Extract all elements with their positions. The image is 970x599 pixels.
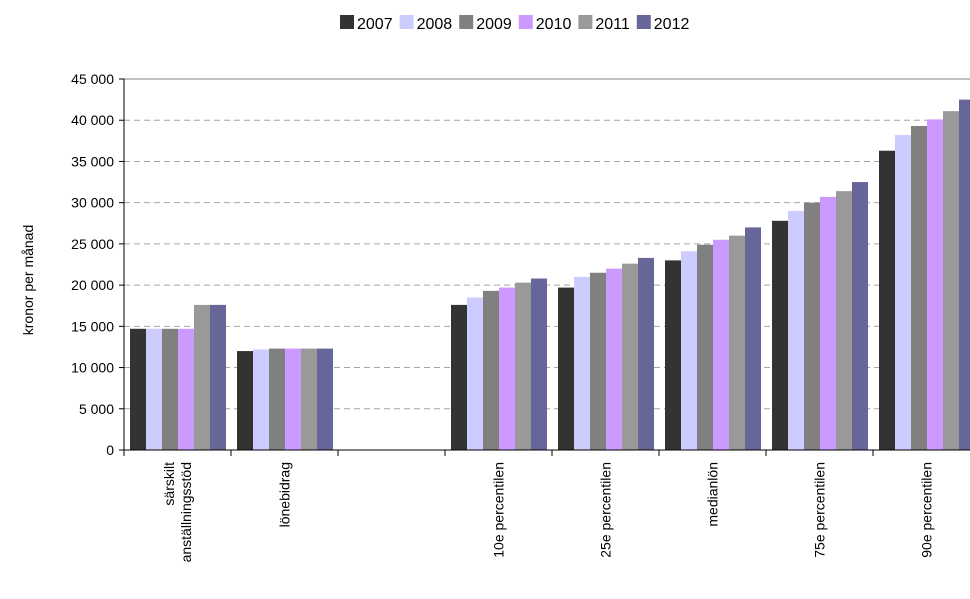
bar-2007	[665, 260, 681, 450]
legend-swatch-2011	[578, 15, 593, 29]
bar-2007	[237, 351, 253, 450]
bar-2009	[162, 328, 178, 450]
bar-2011	[836, 191, 852, 450]
y-tick-label: 20 000	[71, 277, 114, 293]
legend-swatch-2010	[518, 15, 533, 29]
y-tick-label: 5 000	[79, 401, 114, 417]
bar-2007	[451, 304, 467, 450]
y-tick-label: 0	[106, 442, 114, 458]
bar-2012	[638, 257, 654, 450]
legend-label-2009: 2009	[476, 16, 512, 33]
bar-2012	[852, 182, 868, 451]
bar-2010	[927, 119, 943, 451]
bar-2010	[820, 196, 836, 450]
bar-2008	[681, 251, 697, 450]
bar-2008	[467, 297, 483, 450]
y-tick-label: 25 000	[71, 236, 114, 252]
x-tick-label: 90e percentilen	[919, 462, 935, 558]
bar-2008	[788, 210, 804, 450]
bar-2010	[285, 348, 301, 450]
bar-2009	[911, 125, 927, 450]
bar-2007	[130, 328, 146, 450]
bar-2008	[574, 276, 590, 450]
bar-2011	[194, 304, 210, 450]
bars	[130, 99, 970, 451]
bar-2009	[483, 290, 499, 450]
y-tick-label: 30 000	[71, 195, 114, 211]
bar-2010	[713, 239, 729, 450]
bar-2010	[178, 328, 194, 450]
legend: 2007 2008 2009 2010 2011 2012	[340, 15, 689, 33]
legend-label-2007: 2007	[357, 16, 393, 33]
y-axis-label: kronor per månad	[20, 225, 36, 336]
legend-swatch-2007	[340, 15, 354, 29]
y-tick-label: 45 000	[71, 71, 114, 87]
bar-2009	[804, 202, 820, 450]
x-tick-labels: särskilt anställningsstöd lönebidrag 10e pe…	[161, 462, 935, 563]
bar-2007	[879, 150, 895, 450]
x-tick-label: medianlön	[705, 462, 721, 527]
bar-2011	[943, 111, 959, 451]
bar-2011	[622, 263, 638, 450]
bar-2007	[772, 220, 788, 450]
x-tick-label: 25e percentilen	[598, 462, 614, 558]
x-tick-label: 75e percentilen	[812, 462, 828, 558]
legend-label-2012: 2012	[654, 16, 690, 33]
x-tick-label: anställningsstöd	[178, 462, 194, 562]
legend-label-2011: 2011	[595, 16, 630, 33]
bar-2008	[895, 135, 911, 450]
bar-2011	[301, 348, 317, 450]
x-tick-label: särskilt	[161, 462, 177, 506]
bar-2010	[606, 268, 622, 450]
y-tick-label: 40 000	[71, 112, 114, 128]
bar-2009	[697, 244, 713, 450]
bar-2011	[515, 282, 531, 450]
bar-2012	[745, 227, 761, 450]
y-tick-label: 15 000	[71, 318, 114, 334]
y-tick-label: 35 000	[71, 153, 114, 169]
legend-swatch-2009	[459, 15, 474, 29]
bar-2010	[499, 287, 515, 450]
axes	[123, 79, 970, 456]
bar-2012	[531, 278, 547, 450]
bar-2008	[253, 349, 269, 450]
bar-2009	[590, 272, 606, 450]
x-tick-label: lönebidrag	[277, 462, 293, 527]
bar-2007	[558, 287, 574, 450]
legend-swatch-2008	[399, 15, 414, 29]
x-tick-label: 10e percentilen	[491, 462, 507, 558]
legend-label-2008: 2008	[417, 16, 453, 33]
bar-2011	[729, 235, 745, 450]
bar-2008	[146, 328, 162, 450]
legend-swatch-2012	[636, 15, 651, 29]
bar-2012	[959, 99, 970, 450]
y-tick-labels: 0 5 000 10 000 15 000 20 000 25 000 30 000 35 0…	[71, 71, 124, 458]
bar-2009	[269, 348, 285, 450]
bar-2012	[210, 304, 226, 450]
y-tick-label: 10 000	[71, 360, 114, 376]
bar-2012	[317, 348, 333, 450]
legend-label-2010: 2010	[536, 16, 572, 33]
